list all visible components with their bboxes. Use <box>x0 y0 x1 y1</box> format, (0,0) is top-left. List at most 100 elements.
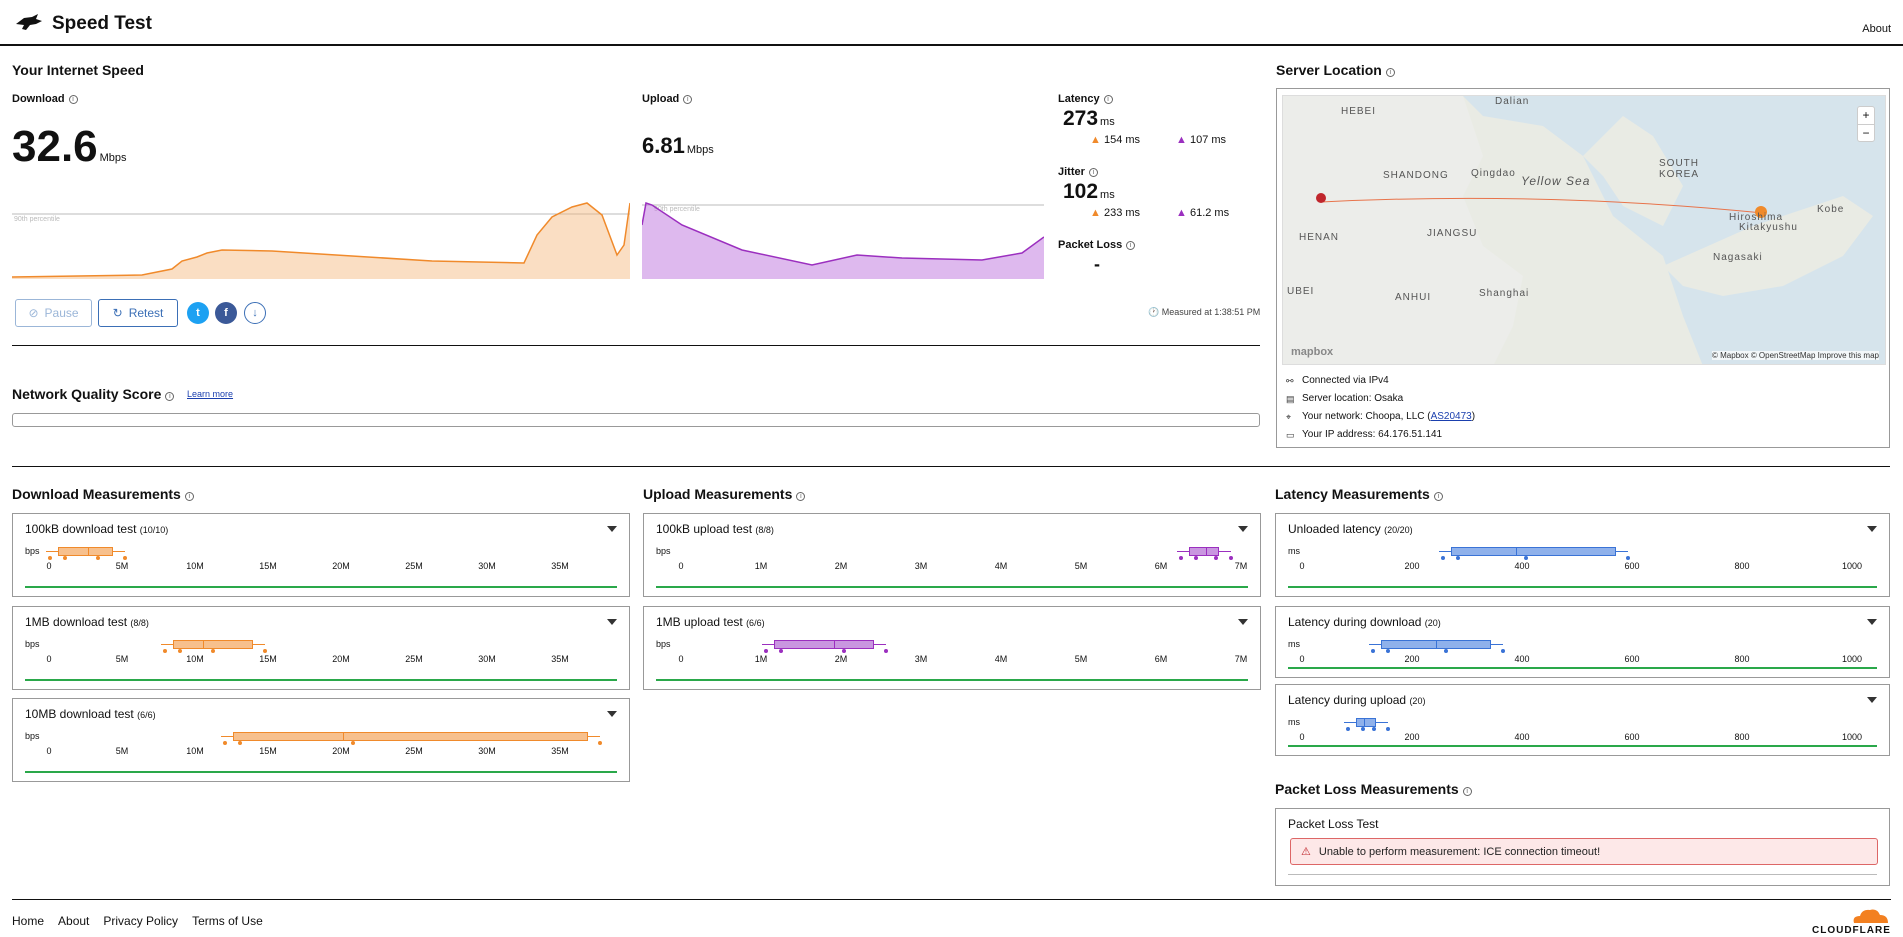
axis-tick-label: 0 <box>1299 732 1305 742</box>
chevron-down-icon[interactable] <box>1867 697 1877 703</box>
measurement-card[interactable]: Unloaded latency (20/20) ms 0 200 400 600 800 1… <box>1275 513 1890 597</box>
box-plot-box[interactable] <box>1356 718 1376 727</box>
data-point <box>1372 727 1376 731</box>
pause-button[interactable]: ⊘ Pause <box>15 299 92 327</box>
info-icon[interactable]: i <box>1462 787 1472 796</box>
divider <box>12 345 1260 346</box>
connected-row: ⚯ Connected via IPv4 <box>1286 375 1389 386</box>
box-plot-box[interactable] <box>774 640 874 649</box>
twitter-share-icon[interactable]: t <box>187 302 209 324</box>
info-icon[interactable]: i <box>68 95 78 104</box>
info-icon[interactable]: i <box>1088 168 1098 177</box>
measurement-card[interactable]: Latency during download (20) ms 0 200 400 600… <box>1275 606 1890 678</box>
packet-loss-test-title: Packet Loss Test <box>1288 817 1379 831</box>
measurement-card[interactable]: 1MB download test (8/8) bps 0 5M 10M 15M 20M 25… <box>12 606 630 690</box>
box-plot-box[interactable] <box>233 732 588 741</box>
download-speed: 32.6 Mbps <box>12 122 127 171</box>
download-arrow-icon: ▲ <box>1090 207 1101 219</box>
chevron-down-icon[interactable] <box>1238 619 1248 625</box>
box-plot-box[interactable] <box>58 547 113 556</box>
data-point <box>238 741 242 745</box>
measurement-card[interactable]: Latency during upload (20) ms 0 200 400 600 80… <box>1275 684 1890 756</box>
axis-tick-label: 0 <box>46 746 52 756</box>
axis-tick-label: 2M <box>834 654 848 664</box>
facebook-share-icon[interactable]: f <box>215 302 237 324</box>
quality-score-bar <box>12 413 1260 427</box>
data-point <box>211 649 215 653</box>
chevron-down-icon[interactable] <box>1867 619 1877 625</box>
status-line <box>1288 745 1877 747</box>
info-icon[interactable]: i <box>184 492 194 501</box>
measurement-card[interactable]: 100kB download test (10/10) bps 0 5M 10M 15M 2… <box>12 513 630 597</box>
mapbox-logo: mapbox <box>1291 346 1334 358</box>
axis-tick-label: 5M <box>115 654 129 664</box>
box-plot-box[interactable] <box>173 640 253 649</box>
info-icon[interactable]: i <box>796 492 806 501</box>
info-icon[interactable]: i <box>1126 241 1136 250</box>
axis-tick-label: 4M <box>994 654 1008 664</box>
footer-privacy-link[interactable]: Privacy Policy <box>103 914 179 928</box>
axis-tick-label: 200 <box>1404 732 1420 742</box>
chevron-down-icon[interactable] <box>607 711 617 717</box>
axis-tick-label: 0 <box>46 654 52 664</box>
axis-tick-label: 1M <box>754 654 768 664</box>
status-line <box>1288 586 1877 588</box>
axis-tick-label: 5M <box>1074 654 1088 664</box>
axis-tick-label: 30M <box>478 561 496 571</box>
chevron-down-icon[interactable] <box>607 526 617 532</box>
data-point <box>1444 649 1448 653</box>
axis-tick-label: 20M <box>332 746 350 756</box>
info-icon[interactable]: i <box>165 392 175 401</box>
latency-unit: ms <box>1100 116 1115 128</box>
map-attribution[interactable]: © Mapbox © OpenStreetMap Improve this ma… <box>1712 351 1879 360</box>
footer-about-link[interactable]: About <box>58 914 90 928</box>
box-plot-box[interactable] <box>1451 547 1616 556</box>
chevron-down-icon[interactable] <box>607 619 617 625</box>
measured-at: 🕐 Measured at 1:38:51 PM <box>1148 307 1261 317</box>
measurement-test-title: 100kB upload test (8/8) <box>656 522 774 536</box>
server-map[interactable]: HEBEI SHANDONG Qingdao Yellow Sea SOUTH … <box>1282 95 1886 365</box>
box-plot-median <box>1436 640 1437 649</box>
chevron-down-icon[interactable] <box>1867 526 1877 532</box>
learn-more-link[interactable]: Learn more <box>187 389 234 399</box>
data-point <box>48 556 52 560</box>
map-label: Nagasaki <box>1713 252 1763 263</box>
axis-tick-label: 30M <box>478 654 496 664</box>
upload-arrow-icon: ▲ <box>1176 134 1187 146</box>
footer-divider <box>12 899 1891 900</box>
footer-terms-link[interactable]: Terms of Use <box>192 914 263 928</box>
server-location-title: Server Location i <box>1276 62 1395 78</box>
data-point <box>598 741 602 745</box>
zoom-in-icon[interactable]: + <box>1862 108 1870 122</box>
info-icon[interactable]: i <box>1385 68 1395 77</box>
status-line <box>656 586 1248 588</box>
measurement-card[interactable]: 100kB upload test (8/8) bps 0 1M 2M 3M 4M 5M 6M 7… <box>643 513 1261 597</box>
box-plot-median <box>1206 547 1207 556</box>
map-label: HEBEI <box>1341 106 1377 117</box>
upload-area <box>642 203 1044 279</box>
download-results-icon[interactable]: ↓ <box>244 302 266 324</box>
upload-label: Upload i <box>642 93 693 105</box>
download-line <box>12 202 630 278</box>
upload-speed-graph: 90th percentile <box>642 202 1044 279</box>
info-icon[interactable]: i <box>1103 95 1113 104</box>
info-icon[interactable]: i <box>683 95 693 104</box>
latency-down: ▲ 154 ms <box>1090 134 1141 146</box>
zoom-out-icon[interactable]: − <box>1858 124 1874 142</box>
box-plot-box[interactable] <box>1189 547 1219 556</box>
info-icon[interactable]: i <box>1433 492 1443 501</box>
measurement-card[interactable]: 10MB download test (6/6) bps 0 5M 10M 15M 20M 2… <box>12 698 630 782</box>
about-link[interactable]: About <box>1862 23 1891 35</box>
as-link[interactable]: AS20473 <box>1430 411 1472 422</box>
chevron-down-icon[interactable] <box>1238 526 1248 532</box>
data-point <box>96 556 100 560</box>
upload-measurements-title: Upload Measurements i <box>643 486 806 502</box>
map-label: ANHUI <box>1395 292 1432 303</box>
cloud-icon <box>1853 909 1888 923</box>
measurement-card[interactable]: 1MB upload test (6/6) bps 0 1M 2M 3M 4M 5M 6M 7M <box>643 606 1261 690</box>
axis-tick-label: 30M <box>478 746 496 756</box>
map-zoom-controls[interactable]: + − <box>1857 106 1875 142</box>
retest-button[interactable]: ↻ Retest <box>98 299 178 327</box>
footer-home-link[interactable]: Home <box>12 914 45 928</box>
measurement-test-title: 100kB download test (10/10) <box>25 522 169 536</box>
